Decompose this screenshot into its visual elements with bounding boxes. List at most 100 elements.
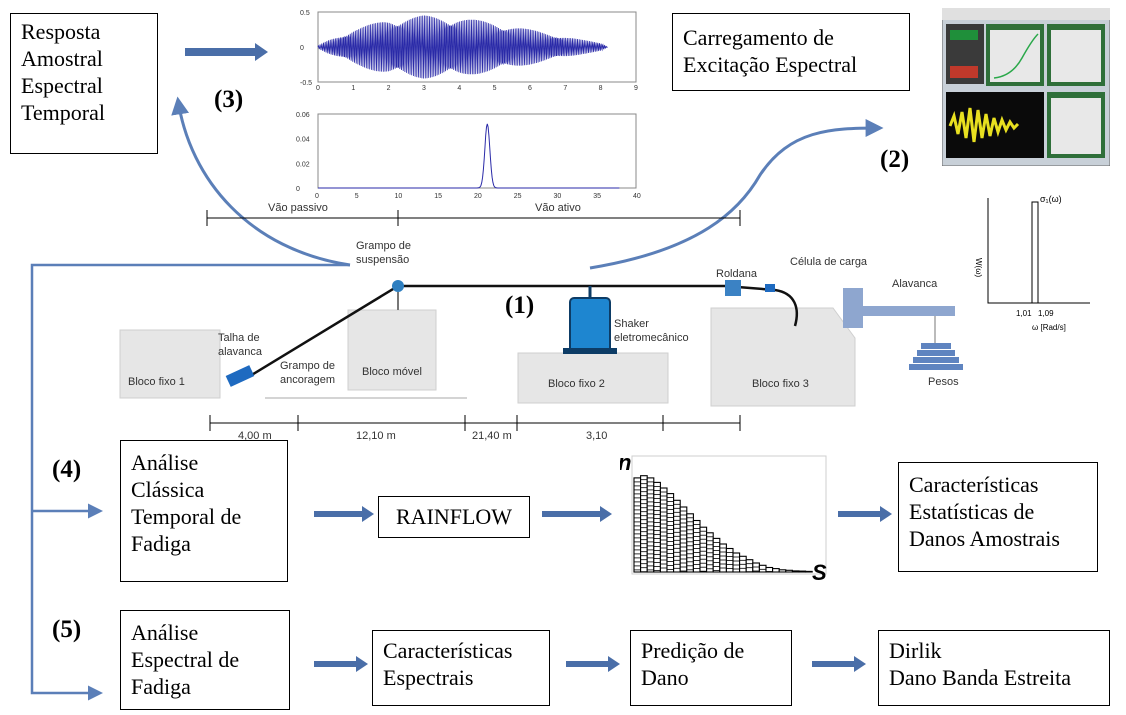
spectrum-x-tick: 10 bbox=[395, 193, 403, 200]
histogram-bar bbox=[745, 559, 754, 573]
psd-tick-2: 1,09 bbox=[1038, 309, 1054, 318]
curve-arrow-2 bbox=[589, 119, 884, 270]
dirlik-line-2: Dano Banda Estreita bbox=[889, 665, 1072, 690]
arrow-espectral-to-caract bbox=[314, 656, 368, 672]
classica-line-1: Análise bbox=[131, 450, 199, 475]
arrow-hist-to-estat bbox=[838, 506, 892, 522]
celula-label: Célula de carga bbox=[790, 256, 868, 268]
spectrum-x-tick: 20 bbox=[474, 193, 482, 200]
spectrum-x-tick: 5 bbox=[355, 193, 359, 200]
grampo-suspensao-label-1: Grampo de bbox=[356, 240, 412, 252]
time-y-tick: 0 bbox=[300, 45, 304, 52]
shaker-label-1: Shaker bbox=[614, 318, 649, 330]
classica-line-3: Temporal de bbox=[131, 504, 242, 529]
arrow-classica-to-rainflow bbox=[314, 506, 374, 522]
resposta-line-2: Amostral bbox=[21, 46, 103, 71]
arrow-rainflow-to-hist bbox=[542, 506, 612, 522]
celula-shape bbox=[765, 284, 775, 292]
caracteristicas-line-2: Espectrais bbox=[383, 665, 474, 690]
bloco-fixo-1-label: Bloco fixo 1 bbox=[128, 376, 185, 388]
spectrum-x-tick: 30 bbox=[554, 193, 562, 200]
bloco-fixo-1-shape bbox=[119, 329, 221, 399]
concrete-blocks bbox=[119, 307, 856, 407]
psd-sigma-label: σ₁(ω) bbox=[1040, 194, 1062, 204]
test-bench bbox=[119, 210, 963, 431]
spectrum-plot-frame bbox=[317, 113, 637, 189]
histogram-bar bbox=[791, 570, 800, 573]
classica-line-2: Clássica bbox=[131, 477, 205, 502]
spectrum-y-tick: 0.02 bbox=[296, 161, 310, 168]
histogram-bar bbox=[758, 564, 767, 573]
histogram-bar bbox=[805, 570, 813, 573]
estatisticas-line-2: Estatísticas de bbox=[909, 499, 1035, 524]
bloco-fixo-3-shape bbox=[710, 307, 856, 407]
rainflow-label: RAINFLOW bbox=[395, 504, 513, 529]
time-x-tick: 0 bbox=[316, 85, 320, 90]
time-x-tick: 2 bbox=[387, 85, 391, 90]
spectrum-y-tick: 0 bbox=[296, 186, 300, 193]
caracteristicas-box: Características Espectrais bbox=[372, 630, 550, 706]
spectrum-x-tick: 40 bbox=[633, 193, 641, 200]
predicao-line-1: Predição de bbox=[641, 638, 745, 663]
grampo-suspensao-label-2: suspensão bbox=[356, 254, 410, 266]
psd-tick-1: 1,01 bbox=[1016, 309, 1032, 318]
histogram-bar bbox=[778, 569, 787, 573]
spectrum-y-tick: 0.04 bbox=[296, 137, 310, 144]
histogram-bar bbox=[772, 568, 780, 573]
espectral-line-1: Análise bbox=[131, 620, 199, 645]
histogram-bar bbox=[659, 487, 668, 573]
dim-label-1: 4,00 m bbox=[238, 430, 272, 442]
alavanca-shape bbox=[843, 288, 863, 328]
arrow-caract-to-predicao bbox=[566, 656, 620, 672]
shaker-shape bbox=[569, 297, 611, 354]
histogram-s-label: S bbox=[812, 560, 827, 582]
step-1-label: (1) bbox=[505, 292, 535, 319]
time-x-tick: 7 bbox=[563, 85, 567, 90]
predicao-line-2: Dano bbox=[641, 665, 689, 690]
estatisticas-line-3: Danos Amostrais bbox=[909, 526, 1060, 551]
bloco-movel-label: Bloco móvel bbox=[362, 366, 422, 378]
alavanca-label: Alavanca bbox=[892, 278, 938, 290]
time-signal-line bbox=[317, 15, 608, 79]
dirlik-box: Dirlik Dano Banda Estreita bbox=[878, 630, 1110, 706]
histogram-bar bbox=[785, 569, 793, 573]
rainflow-histogram: n S bbox=[620, 452, 827, 582]
roldana-label: Roldana bbox=[716, 268, 757, 280]
carregamento-line-2: Excitação Espectral bbox=[683, 52, 858, 77]
histogram-bar bbox=[686, 513, 694, 573]
classica-box: Análise Clássica Temporal de Fadiga bbox=[120, 440, 288, 582]
vao-ativo-label: Vão ativo bbox=[535, 202, 581, 214]
step-5-label: (5) bbox=[52, 616, 82, 643]
grampo-ancoragem-label-1: Grampo de bbox=[280, 360, 336, 372]
carregamento-box: Carregamento de Excitação Espectral bbox=[672, 13, 910, 91]
espectral-box: Análise Espectral de Fadiga bbox=[120, 610, 290, 710]
histogram-n-label: n bbox=[620, 452, 631, 475]
resposta-line-4: Temporal bbox=[21, 100, 105, 125]
resposta-box: Resposta Amostral Espectral Temporal bbox=[10, 13, 158, 154]
curve-arrow-3 bbox=[171, 96, 351, 267]
histogram-bar bbox=[712, 537, 721, 573]
arrow-predicao-to-dirlik bbox=[812, 656, 866, 672]
left-bracket bbox=[30, 263, 350, 701]
dim-label-2: 12,10 m bbox=[356, 430, 396, 442]
psd-bar bbox=[1031, 201, 1039, 304]
span-dimension-top bbox=[206, 210, 741, 226]
spectrum-y-tick: 0.06 bbox=[296, 112, 310, 119]
caracteristicas-line-1: Características bbox=[383, 638, 513, 663]
time-x-tick: 6 bbox=[528, 85, 532, 90]
time-x-tick: 1 bbox=[351, 85, 355, 90]
predicao-box: Predição de Dano bbox=[630, 630, 792, 706]
cable bbox=[249, 284, 776, 378]
resposta-line-1: Resposta bbox=[21, 19, 101, 44]
resposta-line-3: Espectral bbox=[21, 73, 103, 98]
roldana-shape bbox=[725, 280, 741, 296]
grampo-ancoragem-label-2: ancoragem bbox=[280, 374, 336, 386]
bloco-fixo-3-label: Bloco fixo 3 bbox=[752, 378, 809, 390]
talha-shape bbox=[225, 365, 255, 387]
shaker-label-2: eletromecânico bbox=[614, 332, 689, 344]
spectrum-x-tick: 0 bbox=[315, 193, 319, 200]
psd-ylabel: W(ω) bbox=[974, 258, 983, 277]
spectrum-x-tick: 35 bbox=[593, 193, 601, 200]
spectrum-x-tick: 25 bbox=[514, 193, 522, 200]
